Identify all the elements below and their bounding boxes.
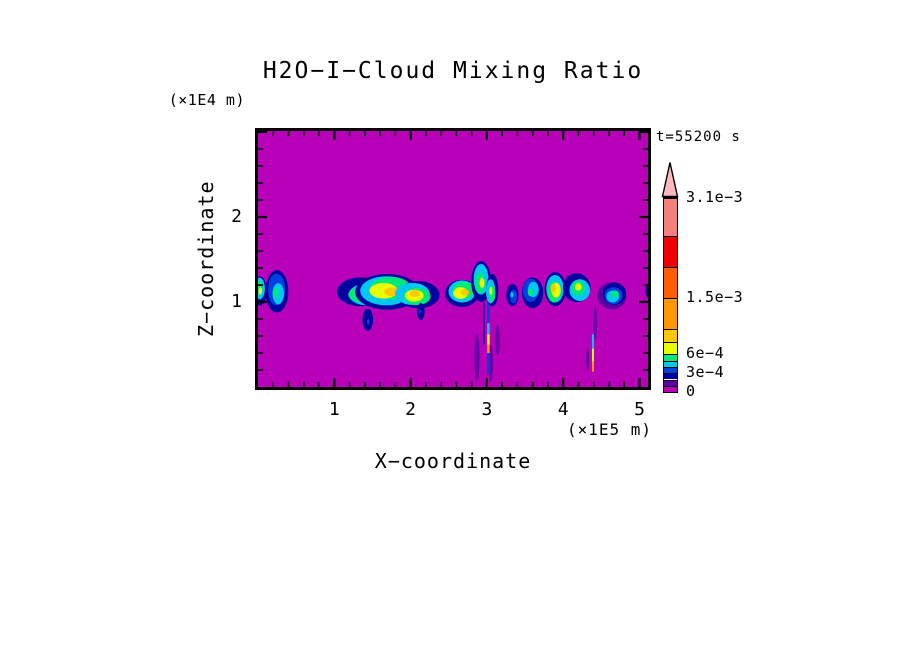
z-axis-unit-label: (×1E4 m) bbox=[168, 91, 245, 109]
virga-wisp bbox=[586, 347, 590, 371]
cloud bbox=[544, 272, 566, 307]
virga-wisp bbox=[474, 333, 480, 382]
colorbar-segment bbox=[664, 266, 677, 299]
x-tick-label: 3 bbox=[481, 399, 493, 420]
x-tick-label: 2 bbox=[405, 399, 417, 420]
colorbar-label: 3.1e−3 bbox=[686, 188, 744, 206]
cloud bbox=[486, 274, 499, 307]
precip-streak bbox=[591, 334, 594, 372]
chart-title: H2O−I−Cloud Mixing Ratio bbox=[262, 58, 644, 84]
cloud bbox=[562, 273, 591, 303]
colorbar-segment bbox=[664, 360, 677, 367]
x-tick-label: 5 bbox=[634, 399, 645, 420]
time-annotation: t=55200 s bbox=[656, 129, 741, 145]
z-tick-label: 2 bbox=[231, 206, 242, 227]
cloud bbox=[506, 283, 519, 307]
z-axis-title: Z−coordinate bbox=[194, 180, 218, 338]
colorbar-label: 1.5e−3 bbox=[686, 288, 744, 307]
cloud bbox=[416, 302, 425, 320]
colorbar-overflow-arrow-icon bbox=[661, 162, 679, 198]
precip-streak bbox=[487, 293, 490, 375]
cloud bbox=[521, 277, 544, 309]
colorbar-segment bbox=[664, 379, 677, 386]
x-tick-label: 1 bbox=[328, 399, 340, 420]
cloud bbox=[445, 279, 479, 308]
virga-wisp bbox=[495, 324, 500, 356]
cloud bbox=[258, 276, 267, 306]
colorbar-label: 0 bbox=[686, 382, 696, 400]
colorbar-segment bbox=[664, 341, 677, 355]
cloud bbox=[597, 282, 627, 310]
colorbar-segment bbox=[664, 329, 677, 342]
colorbar-label: 6e−4 bbox=[686, 344, 725, 363]
z-tick-label: 1 bbox=[231, 291, 242, 312]
cloud bbox=[395, 281, 440, 309]
heatmap-canvas bbox=[258, 131, 648, 387]
plot-background bbox=[258, 131, 648, 387]
cloud bbox=[265, 270, 289, 313]
precip-streak bbox=[483, 302, 485, 345]
cloud bbox=[362, 308, 374, 331]
colorbar-segment bbox=[664, 385, 677, 392]
colorbar-segment bbox=[664, 373, 677, 380]
x-tick-label: 4 bbox=[557, 399, 569, 420]
plot-area bbox=[255, 128, 651, 390]
virga-wisp bbox=[593, 306, 598, 341]
x-axis-title: X−coordinate bbox=[374, 449, 532, 473]
colorbar-label: 3e−4 bbox=[686, 363, 725, 382]
colorbar-segment bbox=[664, 298, 677, 330]
colorbar-segment bbox=[664, 366, 677, 374]
cloud bbox=[645, 283, 648, 299]
colorbar-segment bbox=[664, 354, 677, 361]
colorbar bbox=[663, 197, 678, 393]
colorbar-segment bbox=[664, 235, 677, 267]
x-axis-unit-label: (×1E5 m) bbox=[566, 420, 652, 439]
colorbar-segment bbox=[664, 198, 677, 236]
